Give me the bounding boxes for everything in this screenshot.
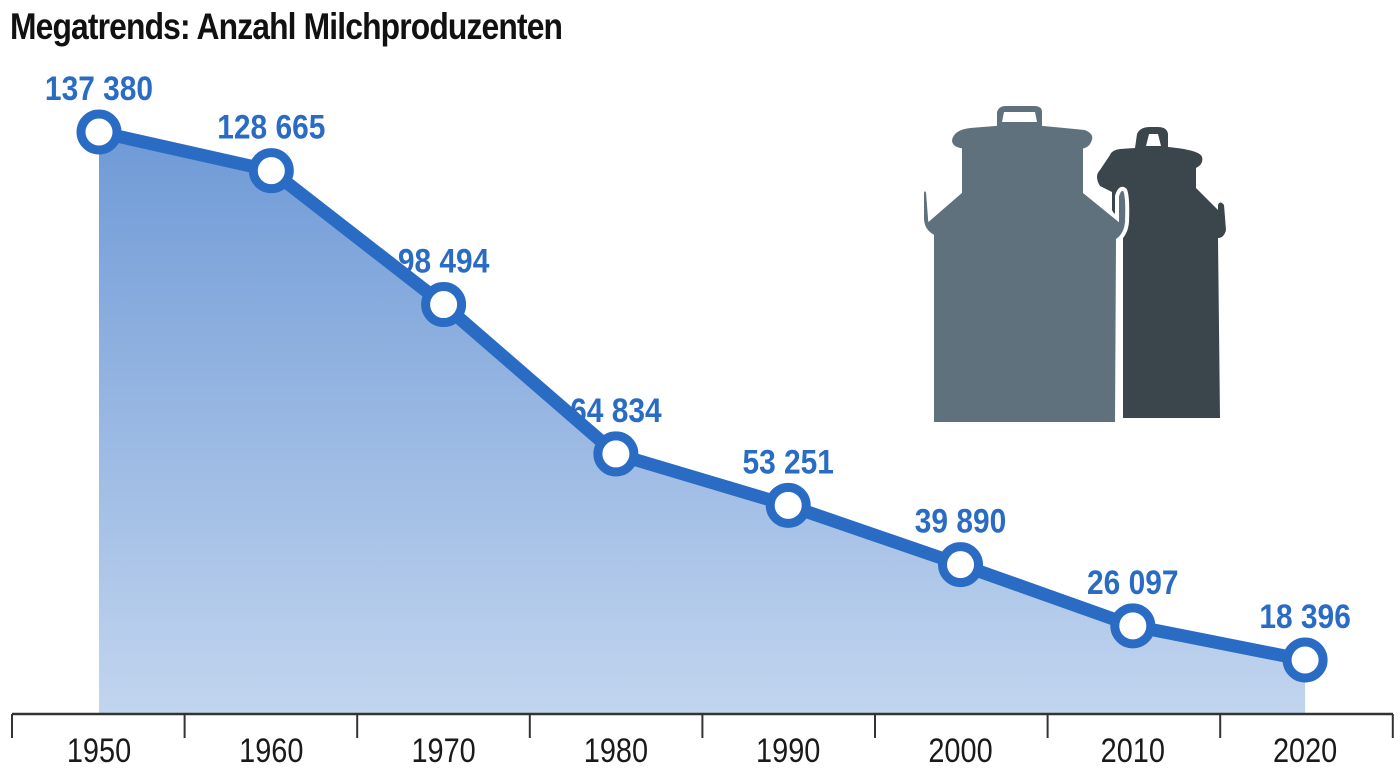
data-point-1960 <box>248 148 294 194</box>
x-tick-label-1950: 1950 <box>67 731 131 770</box>
value-label-2020: 18 396 <box>1259 597 1351 635</box>
x-tick-label-2020: 2020 <box>1273 731 1337 770</box>
milk-can-icon-small <box>1097 127 1226 418</box>
x-tick-label-1980: 1980 <box>584 731 648 770</box>
value-label-1980: 64 834 <box>570 391 662 429</box>
x-axis: 1950 1960 1970 1980 1990 2000 2010 2020 <box>11 712 1394 770</box>
value-labels: 137 380 128 665 98 494 64 834 53 251 39 890 26… <box>45 69 1351 635</box>
value-label-1960: 128 665 <box>217 108 325 146</box>
data-point-2010 <box>1110 603 1156 649</box>
value-label-1970: 98 494 <box>398 242 490 280</box>
value-label-2010: 26 097 <box>1087 563 1178 601</box>
x-tick-label-1960: 1960 <box>239 731 303 770</box>
x-tick-label-2000: 2000 <box>928 731 992 770</box>
chart-title: Megatrends: Anzahl Milchproduzenten <box>10 6 563 47</box>
value-label-2000: 39 890 <box>915 502 1006 540</box>
data-point-1970 <box>421 282 467 328</box>
x-tick-label-1990: 1990 <box>756 731 820 770</box>
data-points <box>76 109 1328 683</box>
data-point-2000 <box>938 542 983 588</box>
value-label-1990: 53 251 <box>742 443 833 481</box>
data-point-1980 <box>593 431 639 477</box>
data-point-2020 <box>1282 637 1328 683</box>
trend-line <box>97 125 1307 667</box>
value-label-1950: 137 380 <box>45 69 153 107</box>
milk-can-icon-large <box>920 102 1130 426</box>
x-tick-label-1970: 1970 <box>411 731 475 770</box>
data-point-1950 <box>76 109 122 155</box>
data-point-1990 <box>765 482 811 528</box>
x-tick-label-2010: 2010 <box>1101 731 1165 770</box>
